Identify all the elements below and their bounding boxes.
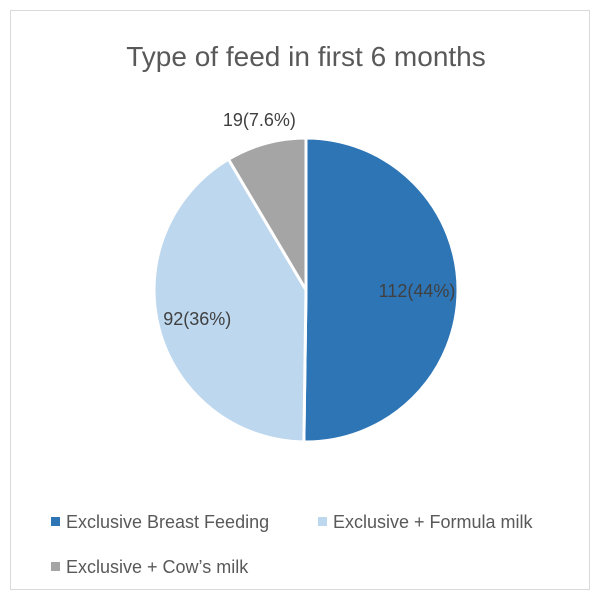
data-labels: 112(44%) 92(36%) 19(7.6%) bbox=[163, 110, 455, 329]
legend-label-formula-milk: Exclusive + Formula milk bbox=[333, 512, 534, 532]
slice-cows-milk bbox=[226, 136, 308, 292]
legend-swatch-formula-milk bbox=[318, 517, 327, 526]
legend-label-breast-feeding: Exclusive Breast Feeding bbox=[66, 512, 269, 532]
legend-swatch-cows-milk bbox=[51, 562, 60, 571]
legend-label-cows-milk: Exclusive + Cow’s milk bbox=[66, 557, 249, 577]
pie-slices bbox=[152, 136, 460, 444]
legend: Exclusive Breast Feeding Exclusive + For… bbox=[51, 512, 534, 577]
slice-formula-milk bbox=[152, 157, 308, 444]
legend-swatch-breast-feeding bbox=[51, 517, 60, 526]
chart-title: Type of feed in first 6 months bbox=[126, 41, 486, 72]
data-label-breast-feeding: 112(44%) bbox=[379, 281, 456, 301]
data-label-cows-milk: 19(7.6%) bbox=[223, 110, 296, 130]
slice-breast-feeding bbox=[302, 136, 460, 444]
data-label-formula-milk: 92(36%) bbox=[163, 309, 231, 329]
